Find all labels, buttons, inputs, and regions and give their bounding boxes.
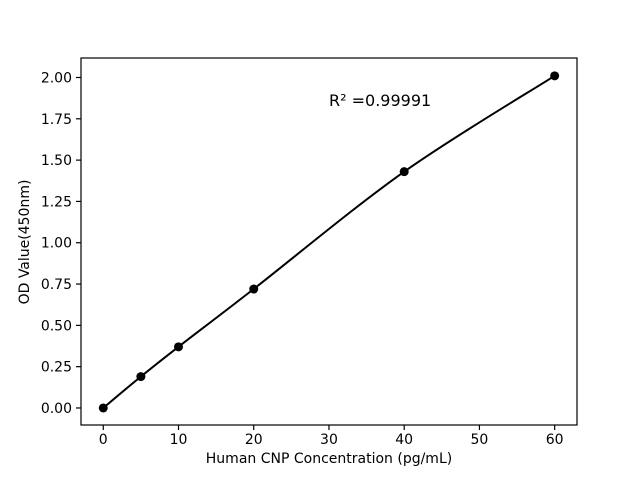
data-point [136, 372, 146, 382]
x-tick-label: 60 [546, 432, 564, 448]
data-point [173, 342, 183, 352]
y-tick-label: 1.75 [41, 112, 72, 128]
y-tick-label: 1.50 [41, 153, 72, 169]
x-tick-label: 50 [471, 432, 489, 448]
x-tick-label: 10 [170, 432, 188, 448]
y-tick-label: 0.25 [41, 360, 72, 376]
r-squared-annotation: R² =0.99991 [329, 91, 432, 110]
x-tick-label: 40 [395, 432, 413, 448]
y-tick-label: 0.50 [41, 318, 72, 334]
data-point [249, 284, 259, 294]
x-tick-label: 0 [99, 432, 108, 448]
y-tick-label: 2.00 [41, 70, 72, 86]
y-axis-label: OD Value(450nm) [17, 179, 33, 305]
y-tick-label: 0.00 [41, 401, 72, 417]
plot-border [80, 57, 578, 426]
x-axis-label: Human CNP Concentration (pg/mL) [205, 451, 453, 467]
data-point [399, 167, 409, 177]
x-tick-label: 30 [320, 432, 338, 448]
y-tick-label: 1.25 [41, 194, 72, 210]
y-tick-label: 1.00 [41, 236, 72, 252]
x-tick-label: 20 [245, 432, 263, 448]
data-point [98, 403, 108, 413]
data-point [550, 71, 560, 81]
y-tick-label: 0.75 [41, 277, 72, 293]
